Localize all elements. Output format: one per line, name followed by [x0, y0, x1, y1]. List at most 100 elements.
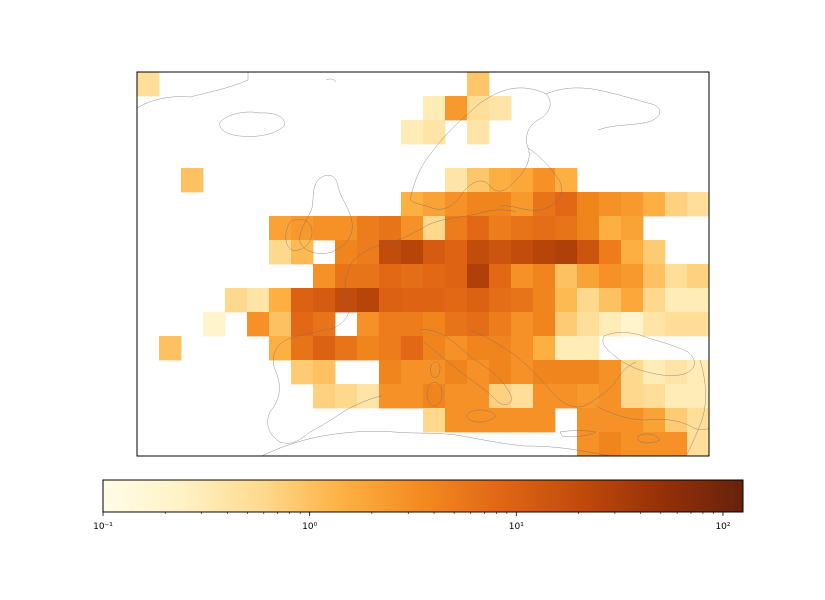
heatmap-cell	[555, 168, 578, 193]
colorbar-tick-label: 10⁻¹	[93, 522, 113, 532]
heatmap-cell	[621, 216, 644, 241]
heatmap-cell	[379, 288, 402, 313]
heatmap-cell	[555, 336, 578, 361]
coastline-kola	[545, 87, 660, 131]
heatmap-cell	[423, 120, 446, 145]
heatmap-cell	[533, 264, 556, 289]
heatmap-cell	[423, 264, 446, 289]
heatmap-cell	[467, 360, 490, 385]
heatmap-cell	[203, 312, 226, 337]
coastline-caspian	[685, 359, 706, 456]
heatmap-cells	[137, 72, 709, 456]
heatmap-cell	[511, 408, 534, 433]
heatmap-cell	[621, 360, 644, 385]
heatmap-cell	[467, 408, 490, 433]
heatmap-cell	[665, 408, 688, 433]
coastline-north-africa	[261, 430, 615, 456]
heatmap-cell	[467, 288, 490, 313]
coastline-turkey-east	[595, 405, 709, 431]
heatmap-cell	[401, 384, 424, 409]
heatmap-cell	[379, 240, 402, 265]
heatmap-cell	[643, 384, 666, 409]
heatmap-cell	[489, 240, 512, 265]
heatmap-cell	[621, 288, 644, 313]
colorbar-frame	[102, 479, 744, 513]
map-frame	[136, 71, 710, 457]
heatmap-cell	[445, 312, 468, 337]
heatmap-cell	[555, 312, 578, 337]
heatmap-cell	[577, 384, 600, 409]
heatmap-cell	[687, 384, 709, 409]
heatmap-cell	[335, 216, 358, 241]
heatmap-cell	[401, 312, 424, 337]
heatmap-cell	[577, 312, 600, 337]
heatmap-cell	[511, 192, 534, 217]
coastline-france-iberia	[267, 261, 383, 444]
heatmap-cell	[247, 288, 270, 313]
heatmap-cell	[357, 240, 380, 265]
heatmap-cell	[687, 288, 709, 313]
heatmap-cell	[445, 384, 468, 409]
heatmap-cell	[467, 168, 490, 193]
heatmap-cell	[137, 72, 160, 97]
heatmap-cell	[269, 336, 292, 361]
heatmap-cell	[269, 240, 292, 265]
heatmap-cell	[423, 312, 446, 337]
heatmap-cell	[599, 288, 622, 313]
heatmap-cell	[555, 264, 578, 289]
coastline-iceland	[219, 111, 285, 137]
heatmap-cell	[159, 336, 182, 361]
heatmap-cell	[511, 264, 534, 289]
heatmap-cell	[313, 312, 336, 337]
heatmap-cell	[269, 216, 292, 241]
heatmap-cell	[445, 288, 468, 313]
heatmap-cell	[687, 264, 709, 289]
heatmap-cell	[313, 336, 336, 361]
heatmap-cell	[423, 336, 446, 361]
heatmap-cell	[621, 312, 644, 337]
colorbar-tick-label: 10¹	[509, 522, 524, 532]
heatmap-cell	[533, 312, 556, 337]
heatmap-cell	[687, 432, 709, 456]
heatmap-cell	[511, 168, 534, 193]
colorbar-tick-label: 10⁰	[302, 522, 317, 532]
heatmap-cell	[357, 312, 380, 337]
heatmap-cell	[313, 264, 336, 289]
heatmap-cell	[533, 408, 556, 433]
heatmap-cell	[357, 264, 380, 289]
heatmap-cell	[467, 192, 490, 217]
heatmap-cell	[423, 96, 446, 121]
heatmap-cell	[555, 360, 578, 385]
heatmap-cell	[555, 288, 578, 313]
heatmap-cell	[687, 408, 709, 433]
heatmap-cell	[511, 288, 534, 313]
coastline-black-sea	[602, 332, 695, 376]
heatmap-cell	[489, 288, 512, 313]
colorbar-major-ticks: 10⁻¹ 10⁰ 10¹ 10²	[93, 512, 731, 532]
heatmap-cell	[313, 288, 336, 313]
heatmap-cell	[401, 264, 424, 289]
heatmap-cell	[643, 312, 666, 337]
heatmap-cell	[599, 432, 622, 456]
heatmap-cell	[357, 216, 380, 241]
heatmap-cell	[687, 192, 709, 217]
heatmap-cell	[335, 240, 358, 265]
heatmap-cell	[291, 360, 314, 385]
map-axes	[136, 71, 710, 457]
heatmap-cell	[335, 336, 358, 361]
heatmap-cell	[467, 216, 490, 241]
heatmap-cell	[621, 384, 644, 409]
heatmap-cell	[225, 288, 248, 313]
heatmap-cell	[423, 408, 446, 433]
coastline-ireland	[285, 219, 313, 251]
heatmap-cell	[423, 360, 446, 385]
heatmap-cell	[533, 384, 556, 409]
heatmap-cell	[467, 96, 490, 121]
coastline-baltic	[499, 147, 562, 211]
heatmap-cell	[643, 240, 666, 265]
heatmap-cell	[621, 408, 644, 433]
heatmap-cell	[489, 168, 512, 193]
heatmap-cell	[577, 288, 600, 313]
heatmap-cell	[599, 384, 622, 409]
heatmap-cell	[643, 264, 666, 289]
